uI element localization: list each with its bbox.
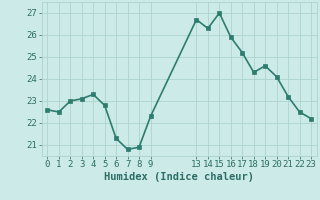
X-axis label: Humidex (Indice chaleur): Humidex (Indice chaleur) bbox=[104, 172, 254, 182]
